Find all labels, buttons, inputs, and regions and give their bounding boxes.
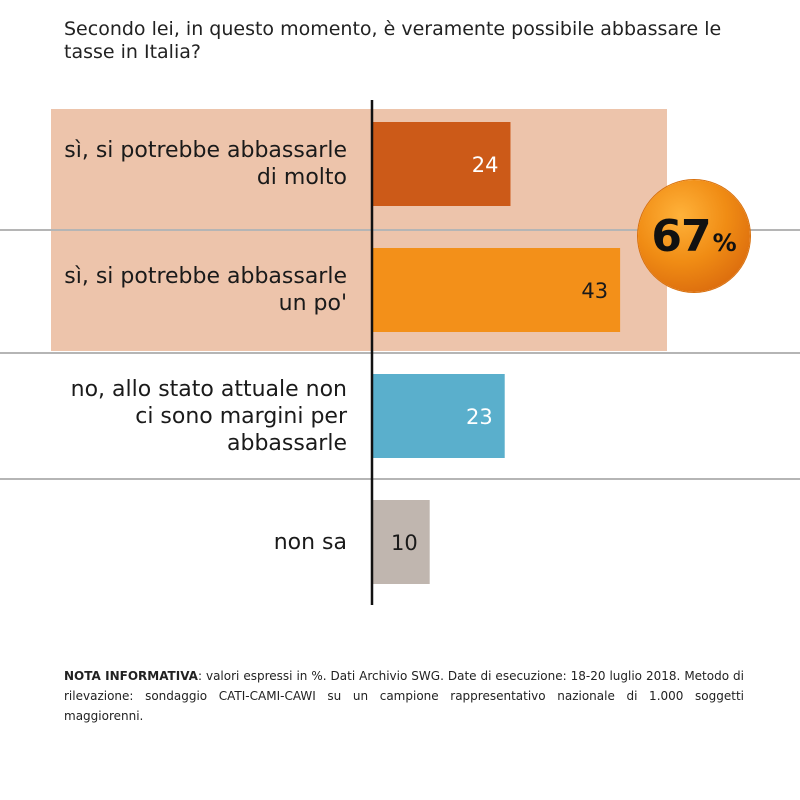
category-label-line: sì, si potrebbe abbassarle [64, 264, 347, 289]
category-label: sì, si potrebbe abbassarle di molto [47, 137, 347, 191]
total-badge: 67 % [638, 180, 750, 292]
category-label-line: abbassarle [227, 430, 347, 456]
info-note-text: : valori espressi in %. Dati Archivio SW… [64, 669, 744, 723]
category-label: no, allo stato attuale non ci sono margin… [47, 376, 347, 457]
category-label-line: no, allo stato attuale non [70, 376, 347, 402]
chart-question: Secondo lei, in questo momento, è verame… [64, 18, 722, 63]
bar-value-label: 43 [581, 279, 608, 303]
category-label: sì, si potrebbe abbassarle un po' [47, 263, 347, 317]
category-label-line: di molto [256, 165, 347, 190]
total-badge-unit: % [712, 229, 737, 257]
bar-value-label: 10 [391, 531, 418, 555]
category-label-line: non sa [273, 529, 347, 555]
bar [372, 122, 511, 206]
bar-value-label: 23 [466, 405, 493, 429]
category-label-line: ci sono margini per [135, 403, 347, 429]
category-label-line: un po' [278, 291, 347, 316]
info-note: NOTA INFORMATIVA: valori espressi in %. … [64, 666, 744, 726]
bar [372, 374, 505, 458]
bar [372, 500, 430, 584]
category-label-line: sì, si potrebbe abbassarle [64, 138, 347, 163]
bar [372, 248, 621, 332]
category-label: non sa [47, 529, 347, 556]
info-note-title: NOTA INFORMATIVA [64, 669, 198, 683]
total-badge-value: 67 [651, 210, 711, 262]
bar-value-label: 24 [472, 153, 499, 177]
